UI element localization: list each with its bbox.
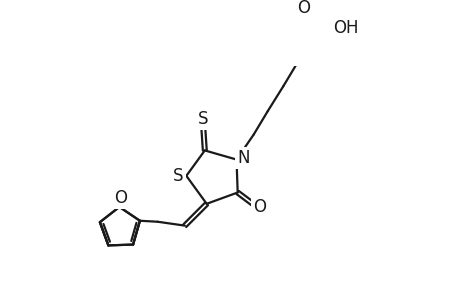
Text: OH: OH [332, 19, 358, 37]
Text: S: S [173, 167, 184, 185]
Text: S: S [197, 110, 208, 128]
Text: O: O [252, 197, 265, 215]
Text: N: N [237, 149, 249, 167]
Text: O: O [297, 0, 309, 17]
Text: O: O [114, 189, 127, 207]
